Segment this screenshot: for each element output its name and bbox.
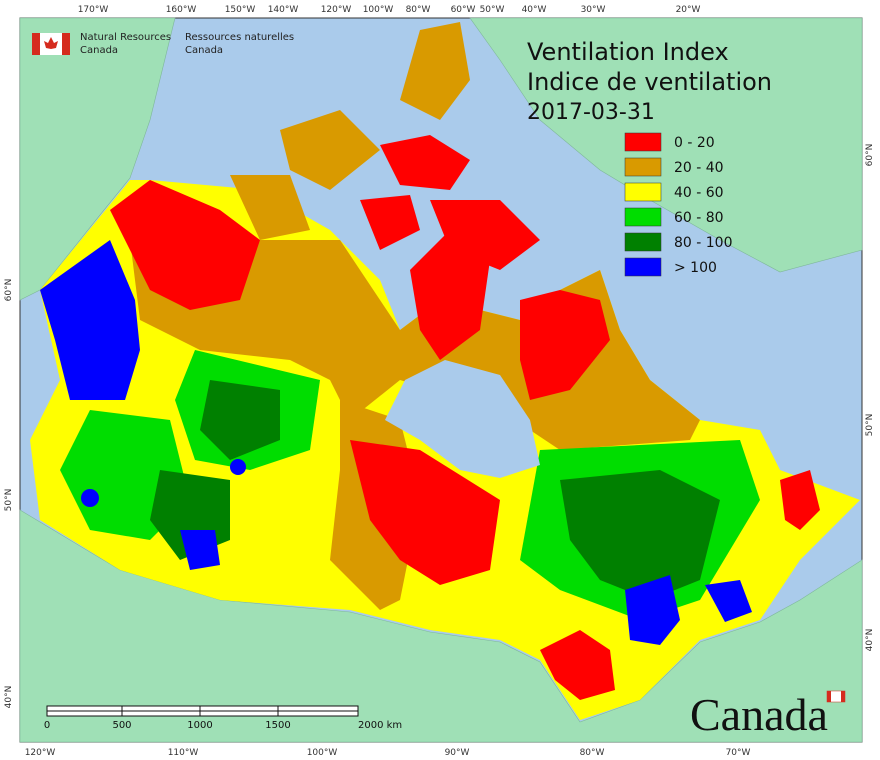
legend-swatch	[624, 132, 662, 152]
island	[360, 195, 420, 250]
graticule-label: 120°W	[321, 5, 352, 15]
graticule-label: 30°W	[581, 5, 606, 15]
island	[380, 135, 470, 190]
zone-blue	[81, 489, 99, 507]
wordmark-flag	[841, 691, 845, 702]
scale-label: 1500	[265, 720, 290, 731]
title-en: Ventilation Index	[527, 38, 729, 66]
graticule-label: 40°W	[522, 5, 547, 15]
legend-label: 80 - 100	[674, 235, 733, 251]
legend: 0 - 20 20 - 40 40 - 60 60 - 80 80 - 100 > 100	[624, 132, 733, 277]
logo: Natural Resources Canada Ressources natu…	[32, 32, 294, 56]
scale-segment	[277, 710, 359, 717]
scale-segment	[277, 705, 359, 712]
title-date: 2017-03-31	[527, 100, 655, 125]
zone-red	[110, 180, 260, 310]
flag-leaf	[44, 37, 58, 49]
zone-blue	[705, 580, 752, 622]
scale-label: 500	[112, 720, 131, 731]
graticule-labels: 170°W 160°W 150°W 140°W 120°W 100°W 80°W 60°W 50…	[4, 5, 875, 758]
scale-segment	[46, 705, 123, 712]
graticule-label: 160°W	[166, 5, 197, 15]
zone-blue	[625, 575, 680, 645]
foreign-land	[19, 17, 863, 743]
wordmark: Canada	[690, 689, 846, 740]
legend-label: 60 - 80	[674, 210, 724, 226]
scale-segment	[121, 705, 201, 712]
graticule-label: 60°N	[4, 279, 14, 302]
legend-swatch	[624, 182, 662, 202]
graticule-label: 70°W	[726, 748, 751, 758]
graticule-label: 50°W	[480, 5, 505, 15]
graticule-label: 80°W	[406, 5, 431, 15]
zone-blue	[40, 240, 140, 400]
legend-label: > 100	[674, 260, 717, 276]
graticule-label: 40°N	[4, 686, 14, 709]
zone-red	[520, 290, 610, 400]
title-fr: Indice de ventilation	[527, 68, 772, 96]
flag-bar	[32, 33, 40, 55]
island	[280, 110, 380, 190]
graticule-label: 100°W	[363, 5, 394, 15]
zone-red	[780, 470, 820, 530]
scale-segment	[199, 710, 279, 717]
graticule-label: 40°N	[865, 629, 875, 652]
flag-bar	[62, 33, 70, 55]
graticule-label: 20°W	[676, 5, 701, 15]
island	[400, 22, 470, 120]
agency-en: Natural Resources	[80, 32, 171, 43]
graticule-label: 170°W	[78, 5, 109, 15]
legend-swatch	[624, 207, 662, 227]
zone-blue	[180, 530, 220, 570]
graticule-label: 100°W	[307, 748, 338, 758]
legend-swatch	[624, 257, 662, 277]
wordmark-flag	[827, 691, 831, 702]
island	[430, 200, 540, 270]
alaska	[19, 17, 176, 301]
legend-label: 40 - 60	[674, 185, 724, 201]
graticule-label: 140°W	[268, 5, 299, 15]
agency-en: Canada	[80, 45, 118, 56]
arctic-islands	[230, 22, 540, 270]
zone-red	[410, 230, 490, 360]
zone-dark-green	[200, 380, 280, 460]
wordmark-text: Canada	[690, 689, 828, 740]
zone-blue	[230, 459, 246, 475]
graticule-label: 90°W	[445, 748, 470, 758]
agency-fr: Canada	[185, 45, 223, 56]
scale-label: 2000 km	[358, 720, 402, 731]
scale-label: 0	[44, 720, 50, 731]
island	[230, 175, 310, 240]
legend-label: 0 - 20	[674, 135, 715, 151]
graticule-label: 50°N	[4, 489, 14, 512]
agency-fr: Ressources naturelles	[185, 32, 294, 43]
greenland	[469, 17, 863, 273]
graticule-label: 60°N	[865, 144, 875, 167]
zone-red	[350, 440, 500, 585]
legend-swatch	[624, 232, 662, 252]
graticule-label: 120°W	[25, 748, 56, 758]
graticule-label: 150°W	[225, 5, 256, 15]
usa	[19, 509, 863, 743]
zone-red	[540, 630, 615, 700]
legend-swatch	[624, 157, 662, 177]
legend-label: 20 - 40	[674, 160, 724, 176]
graticule-label: 80°W	[580, 748, 605, 758]
scale-segment	[121, 710, 201, 717]
zone-dark-green	[560, 470, 720, 600]
hudson-bay	[385, 360, 540, 478]
graticule-label: 110°W	[168, 748, 199, 758]
scale-segment	[46, 710, 123, 717]
graticule-label: 50°N	[865, 414, 875, 437]
scale-segment	[199, 705, 279, 712]
scale-bar: 0 500 1000 1500 2000 km	[44, 705, 402, 731]
scale-label: 1000	[187, 720, 212, 731]
graticule-label: 60°W	[451, 5, 476, 15]
